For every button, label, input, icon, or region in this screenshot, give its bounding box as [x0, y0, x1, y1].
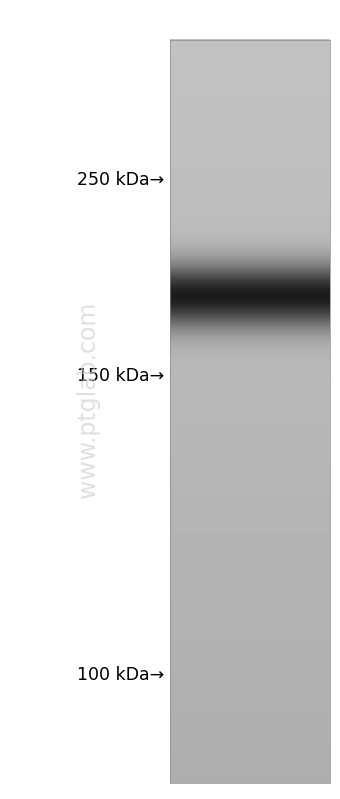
Bar [170, 40, 330, 783]
Text: www.ptglab.com: www.ptglab.com [76, 301, 100, 498]
Text: 150 kDa→: 150 kDa→ [77, 367, 164, 384]
Text: 100 kDa→: 100 kDa→ [77, 666, 164, 684]
Text: 250 kDa→: 250 kDa→ [77, 171, 164, 189]
